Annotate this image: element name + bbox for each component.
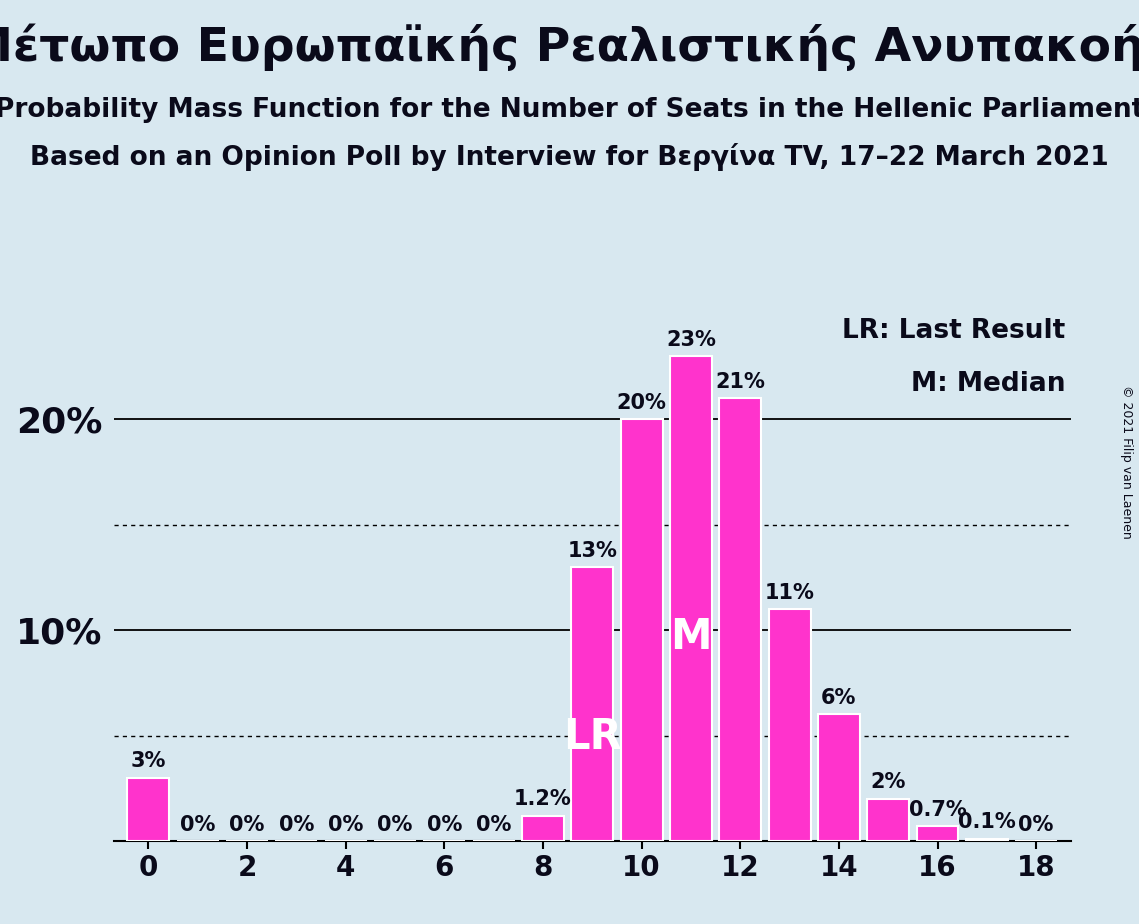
- Text: 0%: 0%: [279, 815, 314, 834]
- Bar: [818, 714, 860, 841]
- Text: 0%: 0%: [180, 815, 215, 834]
- Text: 0%: 0%: [476, 815, 511, 834]
- Text: 3%: 3%: [131, 751, 166, 772]
- Text: 23%: 23%: [666, 330, 715, 350]
- Bar: [719, 398, 761, 841]
- Text: 0%: 0%: [229, 815, 264, 834]
- Text: 1.2%: 1.2%: [514, 789, 572, 809]
- Text: Μέτωπο Ευρωπαϊκής Ρεαλιστικής Ανυπακοής: Μέτωπο Ευρωπαϊκής Ρεαλιστικής Ανυπακοής: [0, 23, 1139, 70]
- Text: Based on an Opinion Poll by Interview for Βεργίνα TV, 17–22 March 2021: Based on an Opinion Poll by Interview fo…: [30, 143, 1109, 171]
- Text: 21%: 21%: [715, 372, 765, 392]
- Text: LR: LR: [563, 716, 622, 758]
- Text: LR: Last Result: LR: Last Result: [843, 319, 1066, 345]
- Text: 0%: 0%: [427, 815, 462, 834]
- Text: © 2021 Filip van Laenen: © 2021 Filip van Laenen: [1121, 385, 1133, 539]
- Text: 0%: 0%: [1018, 815, 1054, 834]
- Bar: [966, 839, 1008, 841]
- Bar: [522, 816, 564, 841]
- Text: 20%: 20%: [616, 394, 666, 413]
- Bar: [867, 798, 909, 841]
- Bar: [128, 778, 170, 841]
- Text: M: Median: M: Median: [911, 371, 1066, 397]
- Bar: [670, 357, 712, 841]
- Text: M: M: [670, 616, 712, 658]
- Bar: [769, 609, 811, 841]
- Text: Probability Mass Function for the Number of Seats in the Hellenic Parliament: Probability Mass Function for the Number…: [0, 97, 1139, 123]
- Text: 11%: 11%: [764, 583, 814, 602]
- Text: 2%: 2%: [870, 772, 906, 793]
- Bar: [917, 826, 958, 841]
- Text: 0%: 0%: [328, 815, 363, 834]
- Text: 0.7%: 0.7%: [909, 800, 966, 820]
- Bar: [621, 419, 663, 841]
- Text: 13%: 13%: [567, 541, 617, 561]
- Bar: [572, 567, 613, 841]
- Text: 0.1%: 0.1%: [958, 812, 1016, 833]
- Text: 0%: 0%: [377, 815, 412, 834]
- Text: 6%: 6%: [821, 688, 857, 708]
